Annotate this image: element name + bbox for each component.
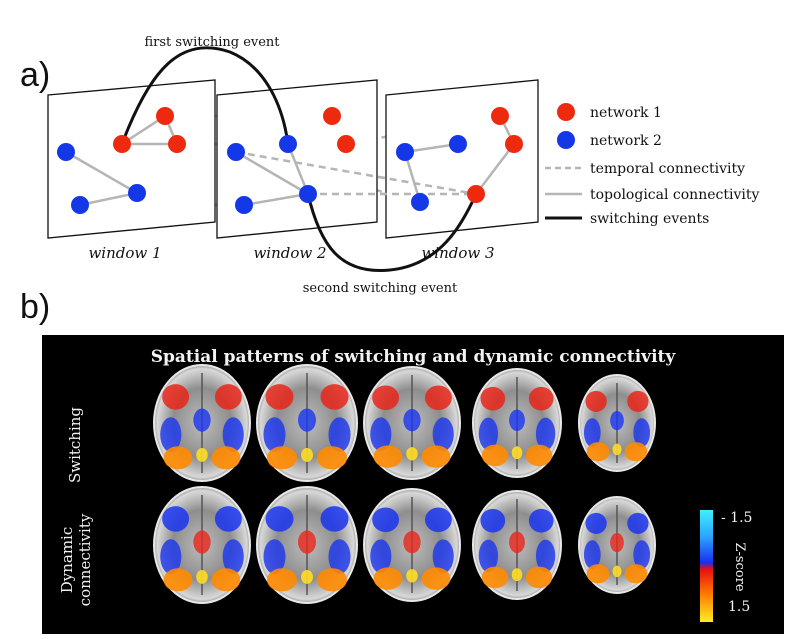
window-1 [47,79,216,239]
second-switching-label: second switching event [303,281,458,296]
brain-slice [472,490,562,600]
window-1-label: window 1 [88,244,161,262]
row-label-connectivity: connectivity [76,513,94,606]
panel-b-label: b) [20,288,51,326]
window-2-label: window 2 [253,244,326,262]
legend-network1-swatch [557,103,575,121]
brain-slice [153,364,251,482]
brain-slice [256,364,358,482]
switching-diagram: first switching event second switching e… [47,35,759,296]
brain-slice-grid [153,364,656,604]
colorbar-label: Z-score [732,542,747,591]
legend-network2-swatch [557,131,575,149]
brain-slice [578,374,656,472]
brain-slice [363,366,461,480]
switching-event-curves [120,46,478,273]
legend: network 1 network 2 temporal connectivit… [545,103,759,227]
legend-network1-label: network 1 [590,105,662,121]
brain-maps-panel: Spatial patterns of switching and dynami… [42,335,784,634]
colorbar-bottom-label: 1.5 [728,599,750,615]
brain-slice [578,496,656,594]
colorbar [700,510,713,622]
brain-slice [363,488,461,602]
row-label-dynamic: Dynamic [58,527,76,594]
row-label-switching: Switching [66,407,84,483]
network-nodes [57,107,523,214]
panel-a-label: a) [20,56,51,94]
window-3-label: window 3 [421,244,494,262]
first-switching-label: first switching event [144,35,280,50]
brain-maps-figure: Spatial patterns of switching and dynami… [58,347,752,622]
legend-topological-label: topological connectivity [590,187,759,203]
legend-switching-label: switching events [590,211,709,227]
legend-network2-label: network 2 [590,133,662,149]
colorbar-top-label: - 1.5 [721,510,752,526]
panel-b-title: Spatial patterns of switching and dynami… [151,347,677,367]
brain-slice [256,486,358,604]
brain-slice [472,368,562,478]
legend-temporal-label: temporal connectivity [590,161,745,177]
brain-slice [153,486,251,604]
